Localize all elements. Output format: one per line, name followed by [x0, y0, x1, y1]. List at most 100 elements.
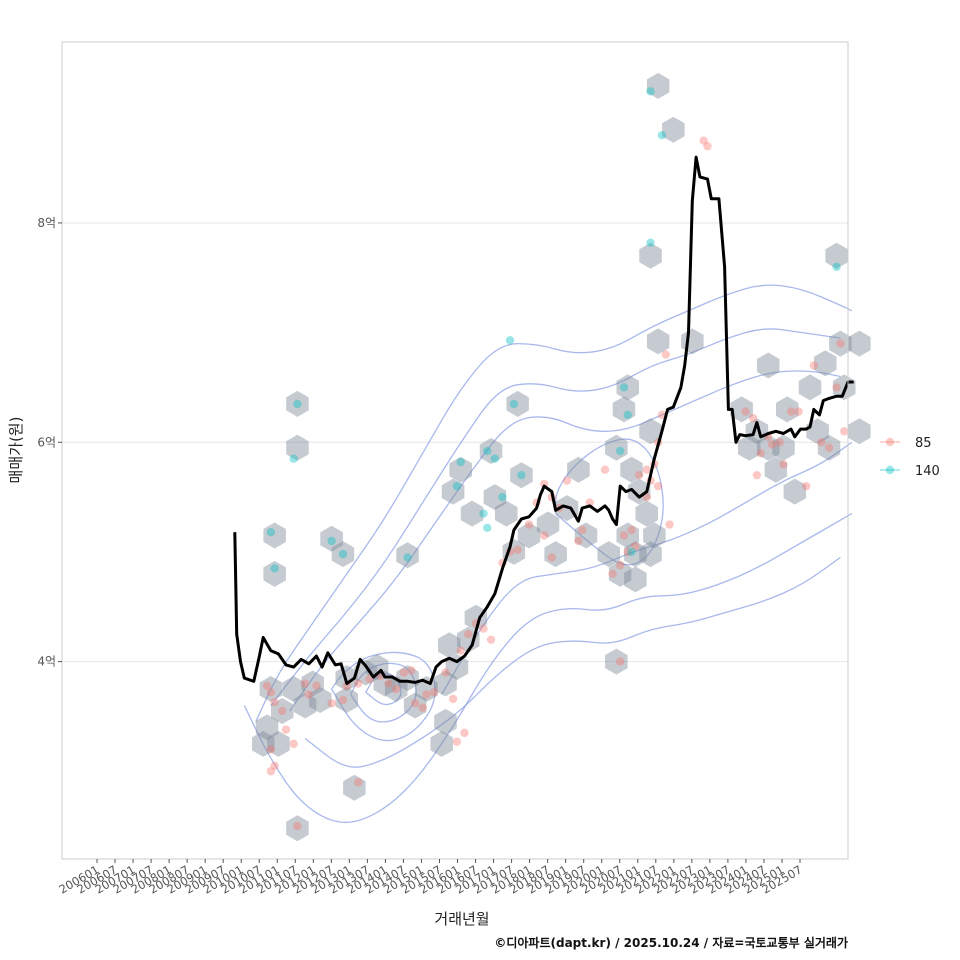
point-85 — [653, 481, 663, 491]
point-85 — [608, 569, 617, 579]
density-contour — [243, 513, 853, 824]
hex-bin — [798, 374, 822, 401]
hex-bin — [616, 522, 639, 549]
point-85 — [391, 684, 401, 694]
hex-bin — [639, 541, 662, 568]
hex-bin — [517, 522, 541, 549]
point-85 — [266, 688, 276, 697]
point-140 — [832, 262, 841, 272]
legend-key-point — [885, 437, 895, 447]
point-140 — [505, 336, 515, 345]
hex-bin — [331, 541, 355, 568]
point-85 — [479, 624, 488, 633]
point-140 — [270, 564, 279, 573]
point-85 — [631, 542, 640, 551]
hex-bin — [597, 541, 620, 568]
hex-bin — [635, 500, 658, 527]
legend-key-point — [885, 465, 895, 475]
point-85 — [422, 690, 431, 699]
density-contour — [289, 370, 841, 712]
hex-bin — [263, 560, 286, 587]
hex-bin — [757, 434, 780, 461]
point-85 — [293, 821, 302, 831]
plot-panel-border — [61, 41, 849, 860]
point-85 — [418, 703, 427, 712]
hex-bin — [612, 396, 636, 423]
hex-bin — [403, 692, 427, 719]
hex-bin — [605, 434, 628, 461]
hex-bin — [567, 456, 590, 483]
hex-bin — [536, 511, 560, 538]
median-price-line — [233, 155, 854, 685]
hex-bin — [544, 541, 567, 568]
point-85 — [327, 699, 336, 708]
hex-bin — [271, 698, 294, 724]
hex-bin — [738, 434, 761, 461]
hex-bin — [502, 538, 526, 565]
hex-bin — [776, 396, 799, 423]
point-85 — [312, 681, 321, 690]
y-tick-label: 8억 — [37, 216, 56, 230]
point-85 — [752, 470, 762, 480]
point-85 — [657, 410, 667, 420]
point-85 — [441, 668, 450, 677]
point-85 — [384, 679, 393, 688]
y-axis-ticks: 4억 6억 8억 — [37, 216, 62, 669]
point-85 — [623, 547, 632, 557]
y-axis-title: 매매가(원) — [7, 417, 25, 484]
hex-bin — [757, 352, 780, 379]
density-contour — [304, 556, 841, 768]
legend-label: 140 — [915, 464, 940, 479]
point-85 — [270, 697, 279, 707]
point-85 — [338, 695, 348, 705]
point-85 — [748, 413, 758, 423]
point-85 — [661, 350, 670, 359]
hex-bin — [286, 434, 309, 461]
y-tick-label: 6억 — [37, 435, 56, 449]
point-85 — [407, 666, 416, 675]
hex-bin — [646, 328, 670, 355]
point-85 — [802, 481, 811, 491]
point-140 — [293, 399, 302, 409]
density-contour — [554, 438, 664, 566]
hex-bin — [848, 418, 871, 445]
median-line — [233, 155, 854, 685]
hex-bin — [745, 418, 769, 445]
hex-bin — [806, 418, 829, 445]
point-85 — [270, 761, 279, 770]
point-85 — [266, 745, 276, 754]
point-140 — [517, 470, 526, 480]
hex-bin — [434, 708, 457, 735]
hex-bin — [783, 478, 807, 505]
point-85 — [289, 739, 298, 749]
point-85 — [460, 728, 469, 738]
hex-bin — [430, 730, 453, 757]
point-140 — [646, 238, 655, 247]
point-85 — [775, 438, 784, 447]
point-85 — [399, 668, 408, 677]
point-85 — [665, 520, 674, 529]
density-contour — [270, 328, 841, 706]
point-85 — [547, 553, 557, 562]
hex-bin — [829, 330, 852, 357]
point-85 — [703, 141, 712, 151]
point-140 — [615, 446, 625, 456]
point-85 — [642, 465, 651, 474]
hex-bin — [255, 714, 279, 741]
point-85 — [262, 681, 272, 690]
density-contour — [441, 441, 853, 695]
density-contour — [331, 651, 436, 742]
point-85 — [786, 407, 796, 416]
hex-bin — [434, 670, 457, 697]
point-85 — [615, 657, 625, 666]
hex-bin — [449, 456, 472, 483]
hex-bin — [574, 522, 598, 549]
hex-bin — [263, 522, 286, 549]
hex-bin — [282, 676, 305, 702]
point-85 — [278, 706, 287, 716]
hex-bin — [825, 242, 848, 269]
hex-bin — [495, 500, 518, 527]
point-140 — [509, 399, 519, 409]
point-85 — [824, 443, 834, 452]
